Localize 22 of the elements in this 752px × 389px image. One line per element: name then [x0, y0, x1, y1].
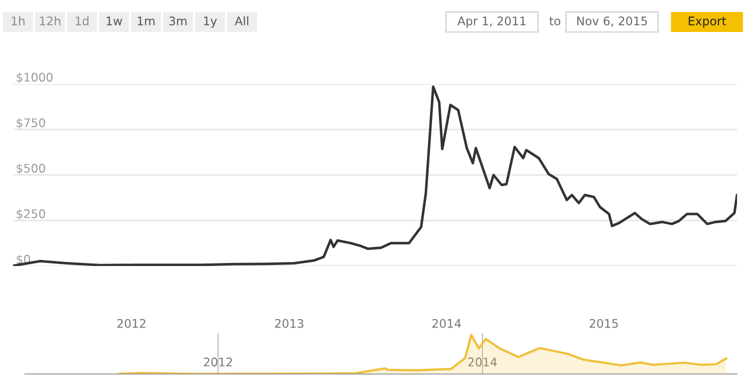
text: All: [234, 16, 248, 26]
text: 1h: [12, 16, 24, 26]
text: to: [549, 16, 560, 26]
text: 1y: [204, 16, 217, 28]
text: 1m: [138, 16, 155, 26]
text: Export: [688, 16, 726, 28]
y-tick-label: $1000: [16, 72, 53, 84]
text: Apr 1, 2011: [457, 16, 526, 28]
x-tick-label: 2014: [432, 318, 461, 328]
text: 3m: [169, 16, 187, 26]
x-tick-label: 2012: [117, 318, 146, 328]
text: 1d: [76, 16, 88, 26]
x-tick-label: 2014: [468, 358, 497, 366]
text: 12h: [40, 16, 60, 26]
text: 1w: [106, 16, 122, 26]
x-tick-label: 2015: [590, 318, 618, 328]
y-tick-label: $500: [16, 164, 46, 174]
x-tick-label: 2013: [275, 318, 304, 328]
text: Nov 6, 2015: [577, 16, 647, 27]
y-tick-label: $250: [16, 209, 46, 220]
y-tick-label: $750: [16, 118, 46, 129]
x-tick-label: 2012: [204, 358, 232, 366]
